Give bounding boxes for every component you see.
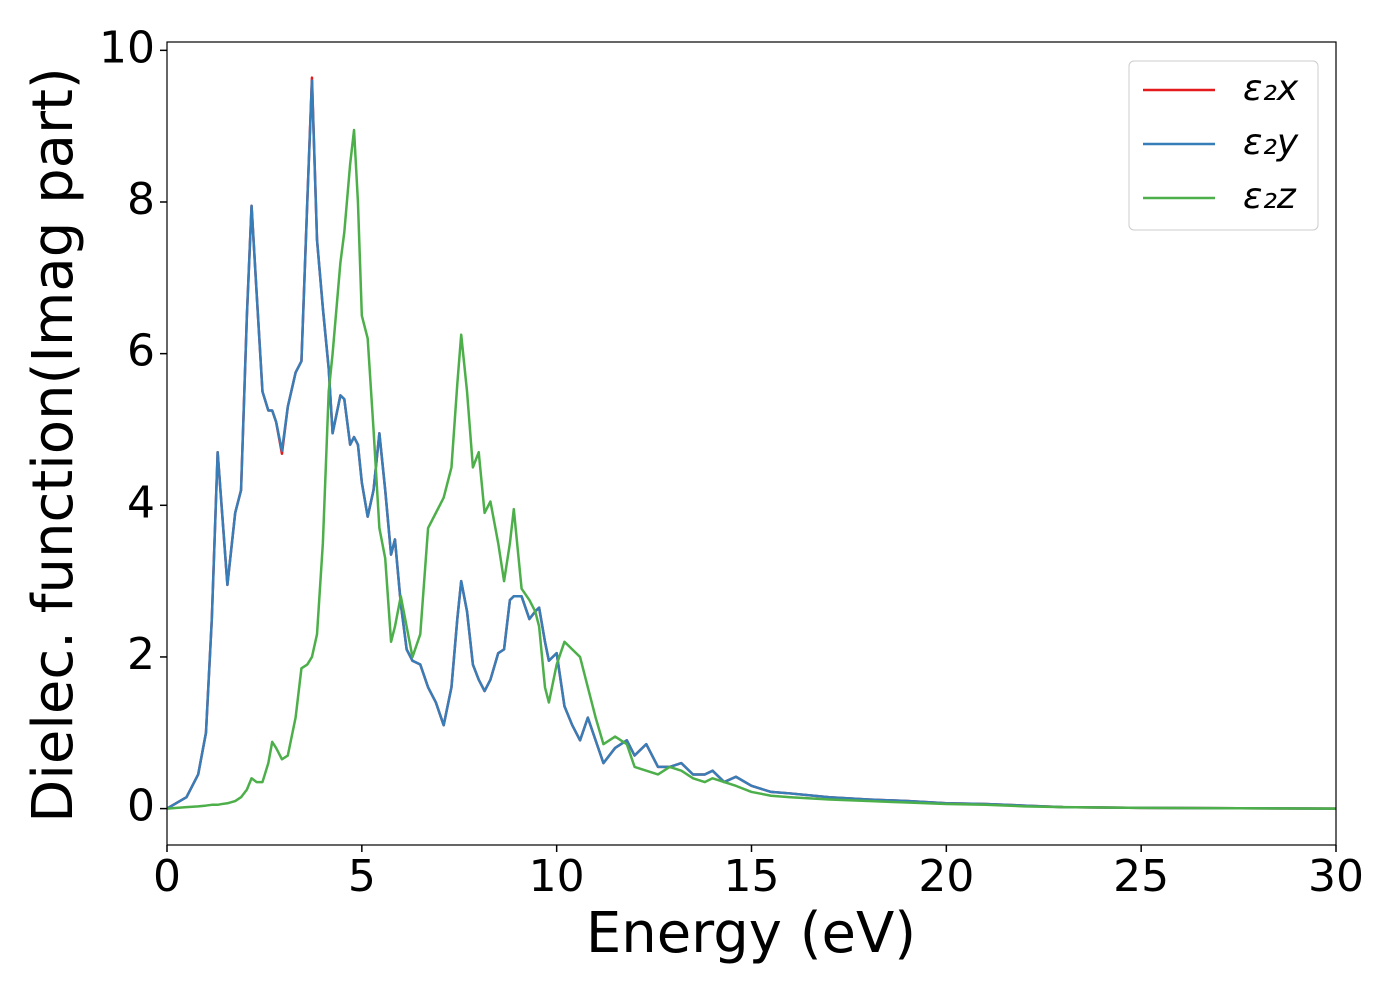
x-tick-label: 0 (153, 851, 181, 902)
legend: ε₂x ε₂y ε₂z (1128, 60, 1319, 231)
y-tick-label: 4 (127, 477, 155, 528)
y-tick-label: 8 (127, 174, 155, 225)
y-tick-label: 0 (127, 781, 155, 832)
x-tick-label: 10 (529, 851, 585, 902)
x-tick-label: 15 (724, 851, 780, 902)
y-tick-label: 6 (127, 326, 155, 377)
legend-label: ε₂x (1243, 68, 1299, 109)
legend-box (1128, 60, 1319, 231)
legend-label: ε₂y (1243, 122, 1299, 163)
y-tick-label: 10 (99, 22, 155, 73)
x-axis-label: Energy (eV) (586, 901, 916, 966)
y-tick-label: 2 (127, 629, 155, 680)
series-line (167, 79, 1336, 810)
x-tick-label: 25 (1113, 851, 1169, 902)
x-tick-label: 20 (918, 851, 974, 902)
plot-frame (166, 41, 1337, 846)
plot-lines (167, 76, 1336, 810)
x-tick-label: 5 (348, 851, 376, 902)
legend-label: ε₂z (1243, 176, 1297, 217)
y-axis-label: Dielec. function(Imag part) (21, 67, 86, 823)
x-tick-label: 30 (1308, 851, 1364, 902)
series-line (167, 128, 1336, 810)
